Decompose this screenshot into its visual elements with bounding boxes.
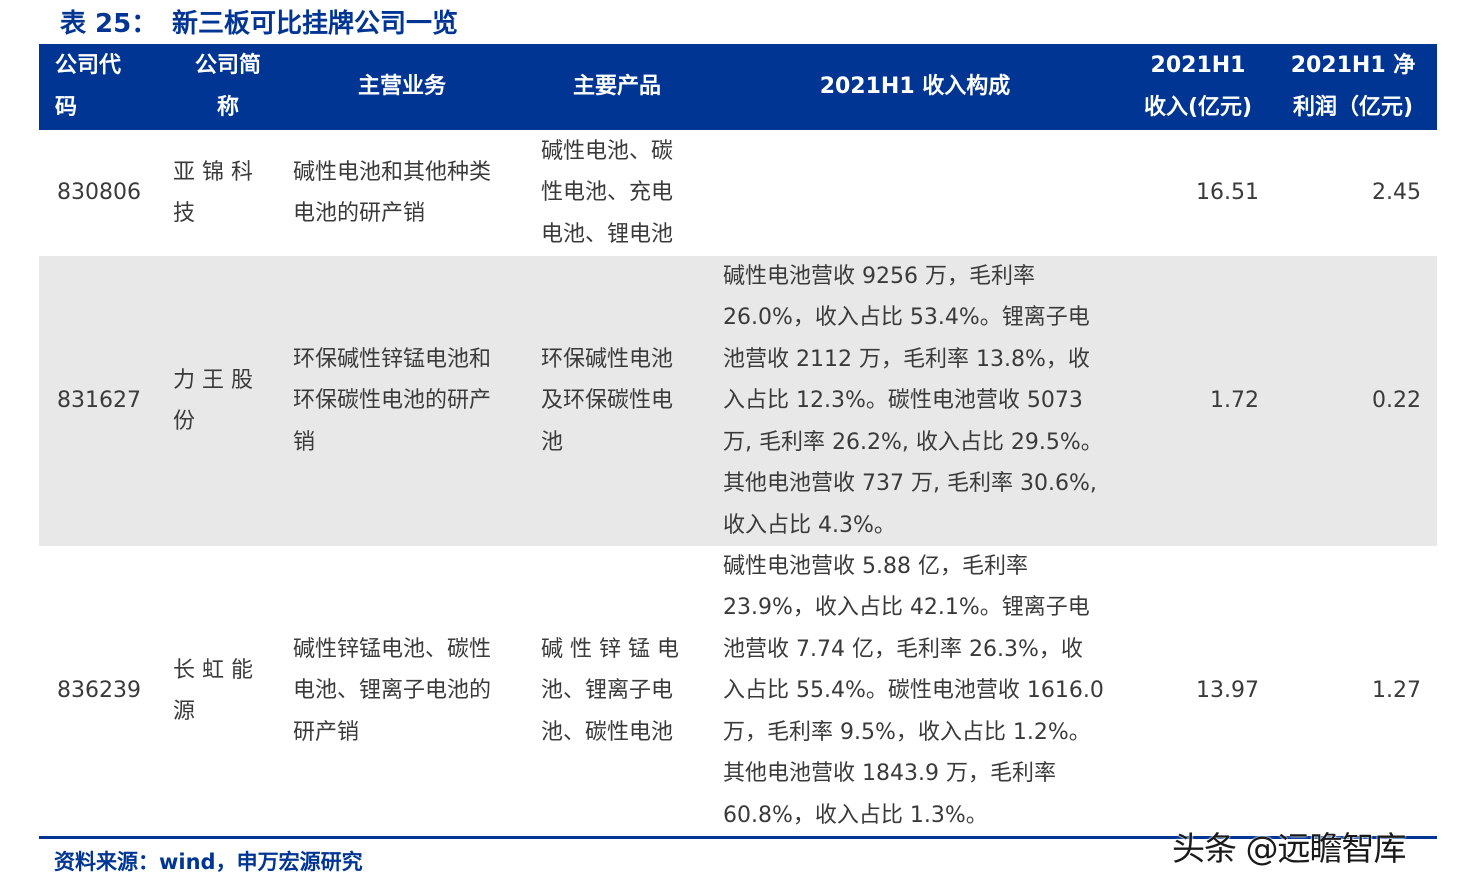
products-text: 环保碱性电池: [541, 346, 674, 372]
header-business: 主营业务: [283, 44, 521, 130]
company-name: 技: [173, 201, 196, 226]
company-code: 831627: [57, 388, 141, 414]
revenue-value: 13.97: [1196, 678, 1259, 704]
composition-text: 23.9%，收入占比 42.1%。锂离子电: [723, 595, 1090, 621]
business-text: 研产销: [293, 719, 360, 745]
table-row: 836239 长 虹 能 源 碱性锌锰电池、碳性 电池、锂离子电池的 研产销 碱…: [39, 546, 1437, 836]
revenue-value: 1.72: [1210, 388, 1259, 414]
header-text: 收入(亿元): [1143, 95, 1253, 120]
products-text: 性电池、充电: [541, 180, 674, 206]
header-text: 主营业务: [357, 74, 446, 99]
cell-revenue: 1.72: [1133, 256, 1259, 546]
cell-business: 碱性锌锰电池、碳性 电池、锂离子电池的 研产销: [293, 546, 523, 836]
table-bottom-rule: [39, 836, 1437, 839]
table-title: 表 25： 新三板可比挂牌公司一览: [60, 4, 458, 44]
company-name: 力 王 股: [173, 367, 253, 393]
products-text: 及环保碳性电: [541, 388, 674, 414]
net-profit-value: 1.27: [1372, 678, 1421, 704]
products-text: 碱性电池、碳: [541, 138, 674, 164]
source-note: 资料来源：wind，申万宏源研究: [54, 850, 363, 874]
header-products: 主要产品: [531, 44, 703, 130]
table-header: 公司代 码 公司简 称 主营业务 主要产品 2021H1 收入构成 2021H1…: [39, 44, 1437, 130]
header-text: 2021H1 收入构成: [819, 74, 1011, 99]
cell-business: 环保碱性锌锰电池和 环保碳性电池的研产 销: [293, 256, 523, 546]
header-code: 公司代 码: [55, 44, 155, 130]
company-name: 源: [173, 699, 196, 724]
products-text: 池: [541, 429, 564, 455]
cell-revenue: 16.51: [1133, 130, 1259, 256]
header-text: 利润（亿元): [1292, 95, 1414, 120]
cell-products: 碱性电池、碳 性电池、充电 电池、锂电池: [541, 130, 711, 256]
header-text: 2021H1: [1150, 53, 1246, 78]
business-text: 碱性锌锰电池、碳性: [293, 636, 492, 662]
composition-text: 池营收 7.74 亿，毛利率 26.3%，收: [723, 636, 1083, 662]
cell-code: 836239: [57, 546, 157, 836]
cell-products: 环保碱性电池 及环保碳性电 池: [541, 256, 711, 546]
cell-name: 亚 锦 科 技: [173, 130, 273, 256]
net-profit-value: 2.45: [1372, 180, 1421, 206]
company-name: 长 虹 能: [173, 657, 253, 683]
table-title-text: 新三板可比挂牌公司一览: [172, 9, 459, 39]
table-row: 830806 亚 锦 科 技 碱性电池和其他种类 电池的研产销 碱性电池、碳 性…: [39, 130, 1437, 256]
composition-text: 入占比 55.4%。碳性电池营收 1616.0: [723, 678, 1104, 704]
composition-text: 其他电池营收 1843.9 万，毛利率: [723, 761, 1056, 787]
net-profit-value: 0.22: [1372, 388, 1421, 414]
business-text: 碱性电池和其他种类: [293, 159, 492, 185]
composition-text: 入占比 12.3%。碳性电池营收 5073: [723, 388, 1083, 414]
composition-text: 其他电池营收 737 万, 毛利率 30.6%,: [723, 471, 1097, 497]
products-text: 电池、锂电池: [541, 221, 674, 247]
cell-business: 碱性电池和其他种类 电池的研产销: [293, 130, 523, 256]
business-text: 电池的研产销: [293, 201, 426, 226]
cell-products: 碱 性 锌 锰 电 池、锂离子电 池、碳性电池: [541, 546, 711, 836]
business-text: 销: [293, 429, 316, 455]
header-text: 公司代: [55, 53, 122, 78]
header-text: 码: [55, 95, 78, 120]
revenue-value: 16.51: [1196, 180, 1259, 206]
header-composition: 2021H1 收入构成: [713, 44, 1117, 130]
business-text: 环保碱性锌锰电池和: [293, 346, 492, 372]
cell-code: 831627: [57, 256, 157, 546]
cell-name: 力 王 股 份: [173, 256, 273, 546]
cell-composition: 碱性电池营收 9256 万，毛利率 26.0%，收入占比 53.4%。锂离子电 …: [723, 256, 1123, 546]
composition-text: 60.8%，收入占比 1.3%。: [723, 802, 988, 828]
table-row: 831627 力 王 股 份 环保碱性锌锰电池和 环保碳性电池的研产 销 环保碱…: [39, 256, 1437, 546]
company-name: 份: [173, 409, 196, 434]
business-text: 环保碳性电池的研产: [293, 388, 492, 414]
cell-net-profit: 0.22: [1283, 256, 1421, 546]
company-code: 836239: [57, 678, 141, 704]
composition-text: 碱性电池营收 5.88 亿，毛利率: [723, 553, 1028, 579]
composition-text: 26.0%，收入占比 53.4%。锂离子电: [723, 305, 1090, 331]
company-code: 830806: [57, 180, 141, 206]
header-name: 公司简 称: [173, 44, 283, 130]
composition-text: 万, 毛利率 26.2%, 收入占比 29.5%。: [723, 429, 1103, 455]
composition-text: 万，毛利率 9.5%，收入占比 1.2%。: [723, 719, 1091, 745]
header-text: 公司简: [194, 53, 261, 78]
composition-text: 池营收 2112 万，毛利率 13.8%，收: [723, 346, 1090, 372]
cell-net-profit: 1.27: [1283, 546, 1421, 836]
cell-revenue: 13.97: [1133, 546, 1259, 836]
header-text: 主要产品: [572, 74, 661, 99]
table-number: 表 25：: [60, 9, 158, 39]
composition-text: 碱性电池营收 9256 万，毛利率: [723, 263, 1035, 289]
cell-composition: 碱性电池营收 5.88 亿，毛利率 23.9%，收入占比 42.1%。锂离子电 …: [723, 546, 1123, 836]
cell-code: 830806: [57, 130, 157, 256]
header-revenue: 2021H1 收入(亿元): [1133, 44, 1263, 130]
company-name: 亚 锦 科: [173, 159, 253, 185]
business-text: 电池、锂离子电池的: [293, 678, 492, 704]
products-text: 池、碳性电池: [541, 719, 674, 745]
header-text: 2021H1 净: [1290, 53, 1416, 78]
products-text: 池、锂离子电: [541, 678, 674, 704]
products-text: 碱 性 锌 锰 电: [541, 636, 679, 662]
cell-net-profit: 2.45: [1283, 130, 1421, 256]
cell-name: 长 虹 能 源: [173, 546, 273, 836]
watermark: 头条 @远瞻智库: [1172, 829, 1406, 868]
composition-text: 收入占比 4.3%。: [723, 512, 896, 538]
header-text: 称: [216, 95, 239, 120]
header-net-profit: 2021H1 净 利润（亿元): [1283, 44, 1423, 130]
